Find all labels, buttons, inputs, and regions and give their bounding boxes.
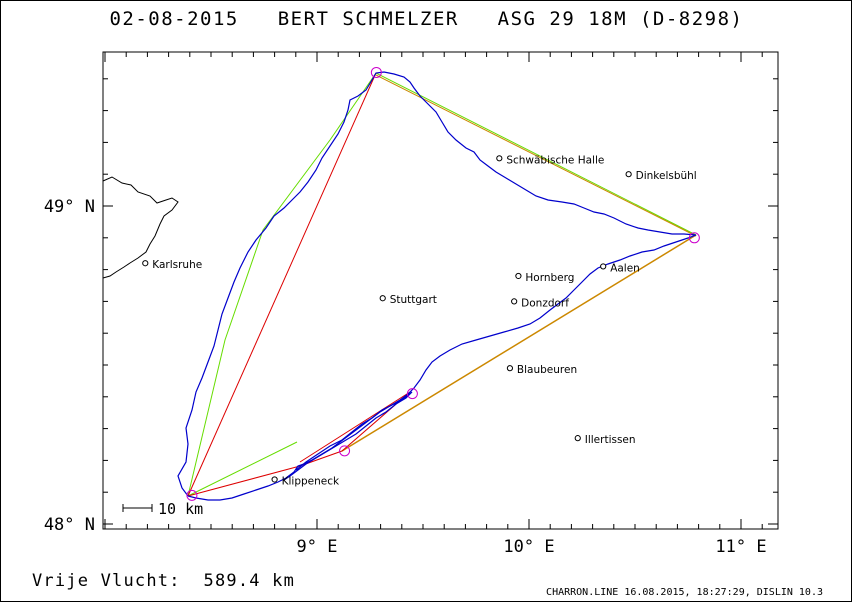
town-dot bbox=[271, 476, 278, 483]
lon-label: 9° E bbox=[297, 537, 338, 557]
lat-label: 48° N bbox=[44, 515, 95, 535]
town-marker: Illertissen bbox=[574, 434, 636, 446]
task-legs bbox=[187, 72, 697, 497]
town-label: Stuttgart bbox=[390, 294, 437, 306]
town-dot bbox=[506, 365, 514, 372]
axis-labels: 49° N 48° N 9° E 10° E 11° E bbox=[44, 197, 767, 557]
plot-area bbox=[102, 51, 779, 530]
country-border bbox=[102, 176, 179, 279]
town-label: Karlsruhe bbox=[152, 259, 202, 271]
flight-title: 02-08-2015 BERT SCHMELZER ASG 29 18M (D-… bbox=[109, 8, 744, 30]
free-flight-distance: Vrije Vlucht: 589.4 km bbox=[32, 571, 296, 591]
turnpoint-marker bbox=[688, 232, 700, 244]
town-label: Donzdorf bbox=[521, 297, 569, 309]
town-marker: Klippeneck bbox=[271, 475, 340, 487]
turnpoint-marker bbox=[186, 489, 198, 501]
town-marker: Aalen bbox=[600, 262, 640, 274]
town-dot bbox=[496, 155, 503, 162]
turnpoint-markers bbox=[186, 66, 700, 501]
town-label: Schwäbische Halle bbox=[506, 154, 604, 166]
scale-bar: 10 km bbox=[122, 500, 203, 518]
town-dot bbox=[625, 171, 632, 178]
town-label: Dinkelsbühl bbox=[636, 170, 697, 182]
town-dot bbox=[600, 263, 607, 270]
lon-label: 10° E bbox=[503, 537, 554, 557]
town-dot bbox=[515, 272, 522, 280]
town-marker: Stuttgart bbox=[379, 294, 437, 306]
town-marker: Schwäbische Halle bbox=[496, 154, 604, 166]
town-label: Blaubeuren bbox=[517, 364, 577, 376]
town-dot bbox=[379, 295, 386, 302]
town-dot bbox=[574, 435, 581, 442]
turnpoint-marker bbox=[370, 66, 382, 78]
turnpoint-marker bbox=[339, 445, 351, 457]
town-marker: Hornberg bbox=[515, 272, 574, 284]
town-marker: Karlsruhe bbox=[142, 259, 202, 271]
scale-bar-label: 10 km bbox=[158, 500, 203, 518]
software-credit: CHARRON.LINE 16.08.2015, 18:27:29, DISLI… bbox=[546, 587, 823, 598]
turnpoint-marker bbox=[406, 388, 418, 400]
town-label: Illertissen bbox=[585, 434, 636, 446]
town-label: Klippeneck bbox=[282, 475, 340, 487]
town-markers: Schwäbische Halle Dinkelsbühl Karlsruhe Aal… bbox=[142, 154, 697, 487]
lat-label: 49° N bbox=[44, 197, 95, 217]
town-label: Hornberg bbox=[525, 272, 574, 284]
axis-ticks bbox=[103, 52, 778, 529]
town-label: Aalen bbox=[610, 262, 640, 274]
town-marker: Blaubeuren bbox=[506, 364, 577, 376]
lon-label: 11° E bbox=[715, 537, 766, 557]
town-marker: Dinkelsbühl bbox=[625, 170, 697, 182]
town-marker: Donzdorf bbox=[511, 297, 569, 309]
town-dot bbox=[511, 298, 518, 305]
town-dot bbox=[142, 260, 149, 267]
flight-track-segment bbox=[283, 391, 413, 481]
